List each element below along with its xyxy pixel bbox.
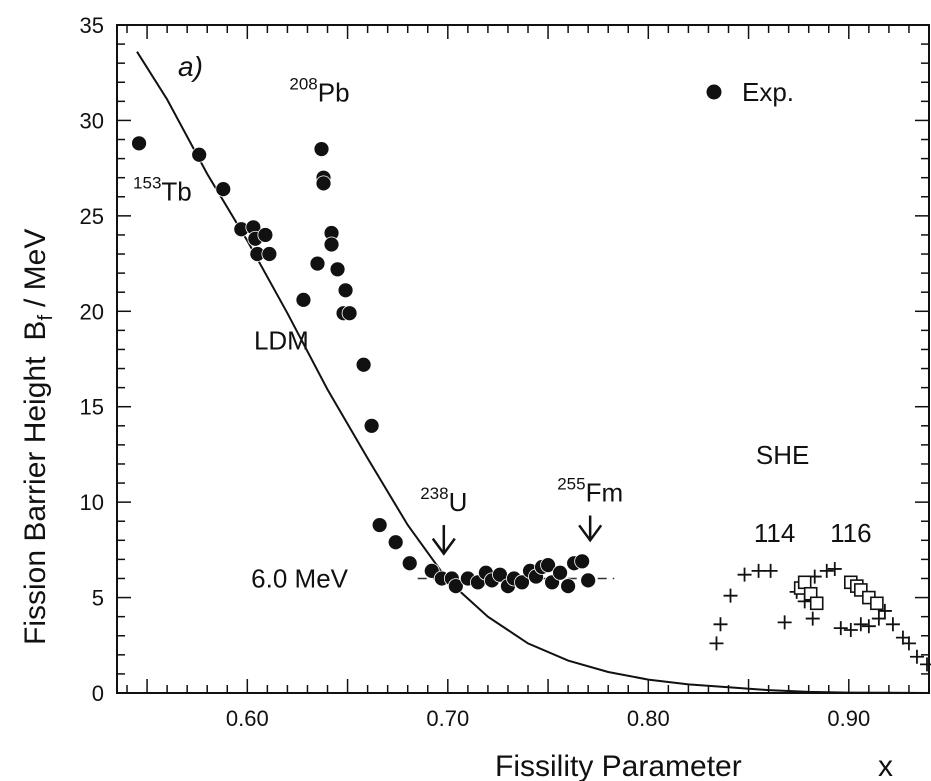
annotations: 238U 255Fm 208Pb 153Tb LDM SHE 114 116 [133,74,872,556]
y-axis-title: Fission Barrier Height Bf / MeV [19,229,57,645]
exp-point [191,146,208,163]
she-square-point [870,596,884,611]
she-square-point [809,596,824,611]
y-tick-label: 15 [80,395,104,420]
arrow-head [431,537,456,556]
svg-text:Fission Barrier HeightBf/ MeV: Fission Barrier Height Bf / MeV [19,229,57,645]
y-tick-label: 35 [80,13,104,38]
exp-point [215,181,232,198]
exp-point [355,356,372,373]
annotation-label: 208Pb [289,74,349,107]
y-axis-symbol: B [19,321,52,341]
exp-point [313,141,330,157]
isotope-label: 238U [420,484,467,517]
x-tick-label: 0.60 [226,706,269,731]
exp-point [315,175,332,192]
exp-point [401,555,418,572]
she-plus-point [843,623,858,638]
exp-point [337,282,354,299]
she-plus-point [805,611,820,626]
annotation-label: 153Tb [133,174,192,207]
she-plus-point [909,649,924,664]
y-tick-label: 0 [92,681,104,706]
she-plus-point [833,621,848,636]
exp-point [371,517,388,533]
she-plus-point [885,617,900,632]
x-axis-symbol: x [878,750,893,781]
y-tick-label: 20 [80,299,104,324]
reference-line-label: 6.0 MeV [251,563,348,593]
exp-point [309,255,326,272]
legend: Exp. [706,77,794,107]
she-plus-point [819,563,834,578]
exp-point [387,534,404,551]
exp-point [295,291,312,308]
exp-point [323,236,340,253]
axis-ticks [117,24,930,694]
she-square-point [797,575,812,590]
y-tick-label: 30 [80,108,104,133]
y-tick-label: 5 [92,586,104,611]
she-plus-point [763,563,778,578]
y-axis-label: Fission Barrier Height [19,356,52,645]
x-tick-label: 0.90 [827,706,870,731]
exp-point [552,564,568,581]
legend-label: Exp. [742,77,794,107]
exp-point [257,227,274,243]
exp-point [540,557,556,574]
she-plus-point [877,603,892,618]
legend-marker [706,84,722,100]
she-plus-point [777,615,792,630]
isotope-label: 255Fm [557,475,623,508]
x-axis-label: Fissility Parameter [495,750,742,781]
annotation-label: LDM [254,325,309,355]
plot-frame [116,24,930,694]
she-plus-point [919,657,931,672]
exp-point [131,135,147,152]
she-plus-point [853,617,868,632]
x-tick-label: 0.80 [627,706,670,731]
exp-point [341,305,358,322]
arrow-head [578,524,603,543]
exp-point [329,261,346,278]
exp-point [363,417,380,434]
exp-point [574,553,591,570]
she-plus-point [723,588,738,603]
exp-point [580,572,597,589]
y-axis-unit: / MeV [19,229,52,307]
panel-label: a) [178,51,203,82]
data-marks [131,135,931,672]
she-plus-point [827,561,842,576]
annotation-label: SHE [756,440,809,470]
annotation-label: 116 [830,518,871,548]
she-plus-point [871,611,886,626]
exp-point [261,246,278,262]
x-tick-label: 0.70 [426,706,469,731]
y-tick-label: 25 [80,204,104,229]
x-axis-title: Fissility Parameter x [495,750,893,781]
she-plus-point [709,636,724,651]
y-tick-label: 10 [80,490,104,515]
annotation-label: 114 [754,518,795,548]
exp-point [514,574,530,591]
axis-tick-labels: 0.60 0.70 0.80 0.90 0 5 10 15 20 25 30 35 [80,13,871,731]
she-plus-point [713,617,728,632]
y-axis-subscript: f [35,315,57,321]
she-plus-point [861,619,876,634]
exp-point [560,578,577,595]
she-plus-point [895,630,910,645]
she-plus-point [901,636,916,651]
she-plus-point [737,567,752,582]
she-plus-point [751,563,766,578]
exp-point [447,578,464,595]
